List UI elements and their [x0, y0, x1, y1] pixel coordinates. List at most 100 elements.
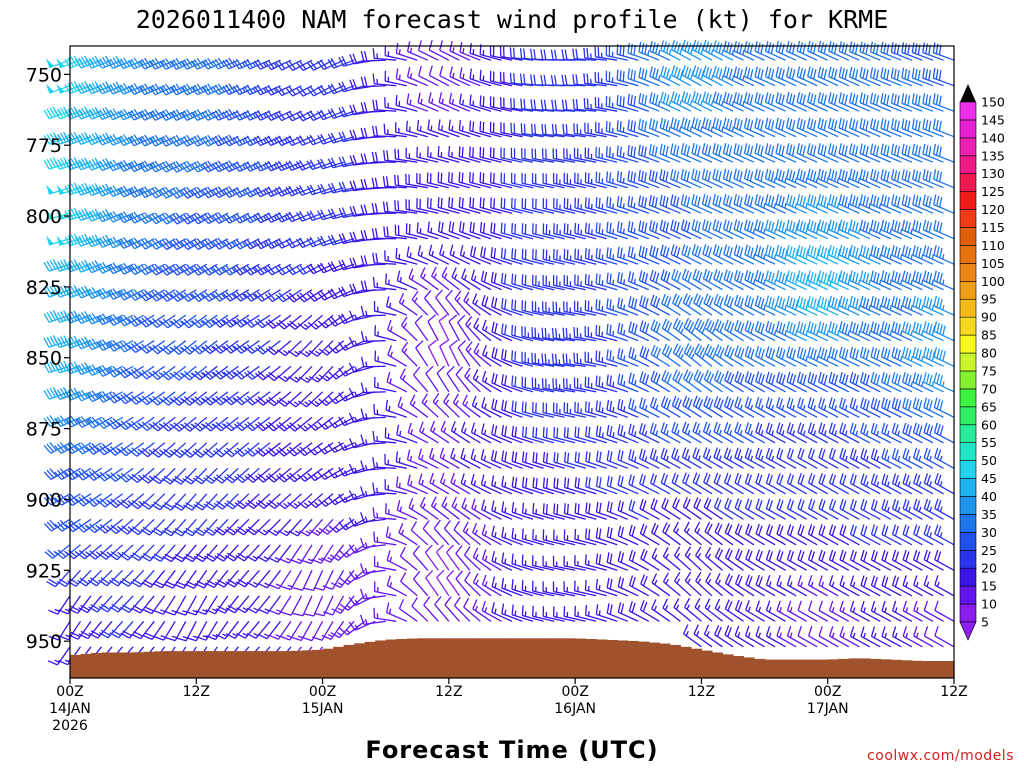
wind-barb — [269, 595, 292, 616]
terrain-step — [512, 638, 524, 678]
colorbar-label: 95 — [981, 292, 997, 307]
colorbar-swatch — [959, 567, 977, 587]
wind-barb — [386, 575, 408, 597]
colorbar-label: 85 — [981, 328, 997, 343]
wind-barb — [416, 222, 439, 240]
wind-barb — [48, 595, 71, 615]
colorbar-swatch — [959, 478, 977, 497]
wind-barb — [169, 134, 197, 147]
wind-barb — [193, 518, 218, 537]
wind-barb — [256, 518, 281, 536]
wind-barb — [203, 493, 229, 511]
wind-barb — [407, 474, 429, 495]
wind-barb — [193, 544, 218, 563]
wind-barb — [246, 569, 271, 588]
wind-barb — [244, 365, 271, 380]
wind-barb — [374, 581, 397, 597]
wind-barb — [222, 212, 250, 224]
wind-barb — [317, 262, 344, 274]
wind-barb — [398, 523, 418, 546]
colorbar-swatch — [959, 388, 977, 408]
wind-barb — [223, 467, 250, 484]
terrain-step — [417, 638, 429, 678]
terrain-step — [522, 638, 534, 678]
wind-barb — [372, 73, 397, 87]
wind-barb — [180, 134, 208, 147]
colorbar-label: 130 — [981, 166, 1005, 181]
wind-barb — [202, 442, 229, 458]
terrain-step — [817, 659, 829, 678]
wind-barb — [418, 448, 439, 469]
colorbar-top-arrow — [960, 84, 976, 102]
terrain-step — [785, 659, 797, 678]
y-tick-label: 925 — [26, 560, 62, 582]
wind-barb — [128, 365, 155, 379]
wind-barb — [327, 83, 355, 95]
wind-barb — [222, 57, 250, 70]
wind-barb — [257, 595, 282, 615]
x-tick-label: 00Z — [56, 684, 83, 700]
x-tick-label: 00Z — [814, 684, 841, 700]
wind-barb — [172, 493, 197, 511]
wind-barb — [384, 273, 407, 291]
wind-barb — [287, 340, 313, 357]
wind-barb — [405, 120, 428, 138]
wind-barb — [88, 620, 113, 639]
wind-barb — [276, 467, 302, 483]
x-tick-label: 15JAN — [302, 701, 344, 717]
wind-barb — [372, 457, 397, 469]
wind-barb — [265, 391, 292, 407]
terrain-step — [564, 638, 576, 678]
wind-barb — [201, 160, 229, 173]
wind-barb — [96, 81, 123, 95]
wind-barb — [338, 493, 365, 504]
wind-barb — [75, 233, 102, 247]
wind-barb — [292, 595, 313, 617]
wind-barb — [312, 620, 334, 641]
wind-barb — [75, 362, 102, 376]
wind-barb — [159, 134, 187, 147]
colorbar-swatch — [959, 119, 977, 139]
terrain-step — [227, 651, 239, 678]
colorbar-label: 35 — [981, 507, 997, 522]
wind-barb — [428, 244, 450, 265]
wind-barb — [415, 340, 429, 367]
colorbar-swatch — [959, 191, 977, 210]
terrain-step — [206, 651, 218, 678]
wind-barb — [411, 290, 429, 316]
wind-barb — [264, 238, 292, 250]
wind-barb — [360, 76, 386, 88]
wind-barb — [243, 135, 271, 147]
wind-barb — [418, 421, 439, 444]
terrain-step — [427, 638, 439, 678]
wind-barb — [253, 84, 281, 96]
wind-barb — [130, 569, 155, 588]
wind-barb — [412, 570, 429, 597]
terrain-step — [859, 658, 871, 678]
wind-barb — [253, 238, 281, 250]
wind-barb — [232, 187, 260, 198]
terrain-step — [80, 653, 92, 678]
y-tick-label: 900 — [26, 489, 62, 511]
wind-barb — [401, 341, 418, 367]
wind-barb — [372, 48, 397, 61]
wind-barb — [394, 174, 418, 189]
wind-barb — [306, 236, 334, 248]
wind-barb — [254, 391, 281, 406]
wind-barb — [394, 200, 418, 214]
wind-barb — [232, 110, 260, 121]
wind-barb — [426, 197, 450, 214]
terrain-step — [827, 659, 839, 678]
terrain-step — [196, 651, 208, 678]
wind-barb — [297, 391, 324, 408]
wind-barb — [338, 416, 365, 427]
wind-barb — [435, 544, 450, 571]
terrain-step — [680, 646, 692, 678]
wind-barb — [265, 416, 292, 432]
wind-barb — [373, 300, 397, 316]
terrain-step — [743, 657, 755, 678]
wind-barb — [161, 467, 187, 485]
wind-barb — [174, 569, 197, 589]
colorbar-swatch — [959, 549, 977, 569]
